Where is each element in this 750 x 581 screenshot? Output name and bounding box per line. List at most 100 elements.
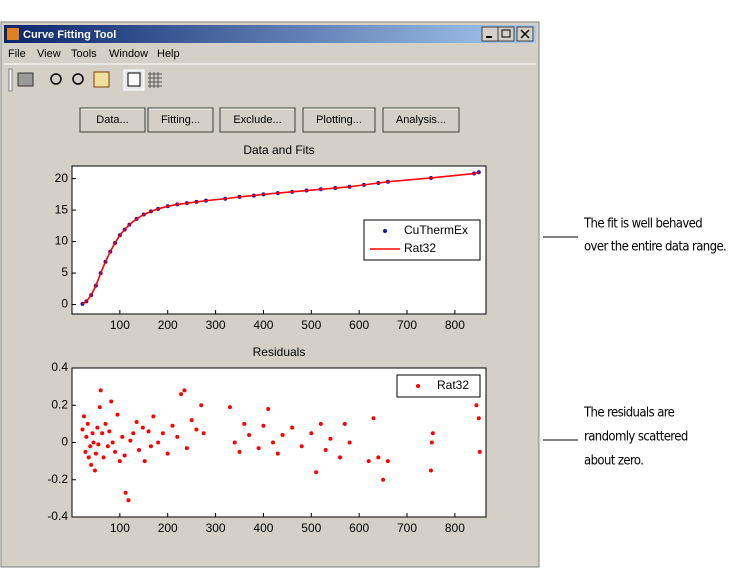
menu-item[interactable]: File xyxy=(8,48,26,60)
data-point xyxy=(103,421,108,426)
data-point xyxy=(381,477,386,482)
x-tick-label: 500 xyxy=(301,318,321,332)
x-tick-label: 200 xyxy=(158,521,178,535)
data-point xyxy=(81,414,86,419)
y-tick-label: 10 xyxy=(55,234,69,248)
menu-item[interactable]: Window xyxy=(109,48,148,60)
data-point xyxy=(477,449,482,454)
data-point xyxy=(105,444,110,449)
x-tick-label: 800 xyxy=(445,318,465,332)
menu-item[interactable]: Tools xyxy=(71,48,97,60)
print-button[interactable] xyxy=(17,72,34,87)
title-bar xyxy=(4,25,536,43)
y-tick-label: -0.4 xyxy=(47,509,68,523)
data-point xyxy=(123,490,128,495)
grid-toggle[interactable] xyxy=(148,72,162,88)
chart-title: Data and Fits xyxy=(243,143,314,157)
data-point xyxy=(156,440,161,445)
data-point xyxy=(84,434,89,439)
data-point xyxy=(91,440,96,445)
data-point xyxy=(318,421,323,426)
button-label[interactable]: Exclude... xyxy=(233,114,281,126)
button[interactable] xyxy=(302,107,376,133)
menu-item[interactable]: View xyxy=(37,48,61,60)
y-tick-label: 0 xyxy=(61,297,68,311)
legend-swatch xyxy=(416,384,420,388)
data-point xyxy=(184,446,189,451)
data-point xyxy=(261,423,266,428)
data-point xyxy=(131,431,136,436)
data-point xyxy=(88,444,93,449)
data-point xyxy=(122,453,127,458)
data-point xyxy=(385,459,390,464)
button-label[interactable]: Fitting... xyxy=(161,114,200,126)
data-point xyxy=(314,470,319,475)
data-point xyxy=(376,455,381,460)
menu-item[interactable]: Help xyxy=(157,48,180,60)
data-point xyxy=(242,421,247,426)
data-point xyxy=(115,412,120,417)
data-point xyxy=(137,447,142,452)
button[interactable] xyxy=(79,107,146,133)
data-point xyxy=(93,451,98,456)
data-point xyxy=(134,420,139,425)
data-point xyxy=(476,416,481,421)
data-point xyxy=(199,403,204,408)
data-point xyxy=(146,429,151,434)
button-label[interactable]: Analysis... xyxy=(396,114,446,126)
x-tick-label: 800 xyxy=(445,521,465,535)
data-point xyxy=(128,438,133,443)
button[interactable] xyxy=(147,107,214,133)
data-point xyxy=(170,423,175,428)
maximize-glyph xyxy=(501,29,511,38)
data-point xyxy=(160,431,165,436)
button[interactable] xyxy=(219,107,296,133)
data-point xyxy=(95,425,100,430)
zoom-in-button[interactable] xyxy=(50,73,62,85)
x-tick-label: 300 xyxy=(206,521,226,535)
x-tick-label: 200 xyxy=(158,318,178,332)
data-point xyxy=(299,444,304,449)
y-tick-label: 0 xyxy=(61,435,68,449)
x-tick-label: 100 xyxy=(110,521,130,535)
button-label[interactable]: Plotting... xyxy=(316,114,362,126)
data-point xyxy=(430,431,435,436)
data-point xyxy=(109,399,114,404)
minimize-button[interactable] xyxy=(481,26,499,42)
data-point xyxy=(247,433,252,438)
button[interactable] xyxy=(382,107,460,133)
data-point xyxy=(275,451,280,456)
maximize-button[interactable] xyxy=(497,26,515,42)
data-point xyxy=(237,449,242,454)
data-point xyxy=(85,421,90,426)
data-point xyxy=(342,421,347,426)
data-point xyxy=(429,440,434,445)
data-point xyxy=(290,425,295,430)
zoom-out-button[interactable] xyxy=(72,73,84,85)
data-point xyxy=(371,416,376,421)
data-point xyxy=(179,392,184,397)
chart-title: Residuals xyxy=(253,345,306,359)
data-point xyxy=(101,455,106,460)
y-tick-label: 5 xyxy=(61,265,68,279)
y-tick-label: 0.2 xyxy=(51,397,68,411)
data-point xyxy=(110,440,115,445)
data-point xyxy=(113,449,118,454)
data-point xyxy=(201,431,206,436)
data-point xyxy=(428,468,433,473)
y-tick-label: 15 xyxy=(55,202,69,216)
annotation-text: over the entire data range. xyxy=(584,240,726,255)
data-point xyxy=(194,427,199,432)
x-tick-label: 400 xyxy=(253,318,273,332)
data-point xyxy=(309,431,314,436)
legend-glyph xyxy=(127,72,141,87)
toolbar-grip xyxy=(8,68,13,92)
pan-button[interactable] xyxy=(93,71,110,88)
button-label[interactable]: Data... xyxy=(96,114,128,126)
x-tick-label: 400 xyxy=(253,521,273,535)
window-controls xyxy=(481,26,534,42)
legend-label: Rat32 xyxy=(437,378,469,392)
data-point xyxy=(98,388,103,393)
